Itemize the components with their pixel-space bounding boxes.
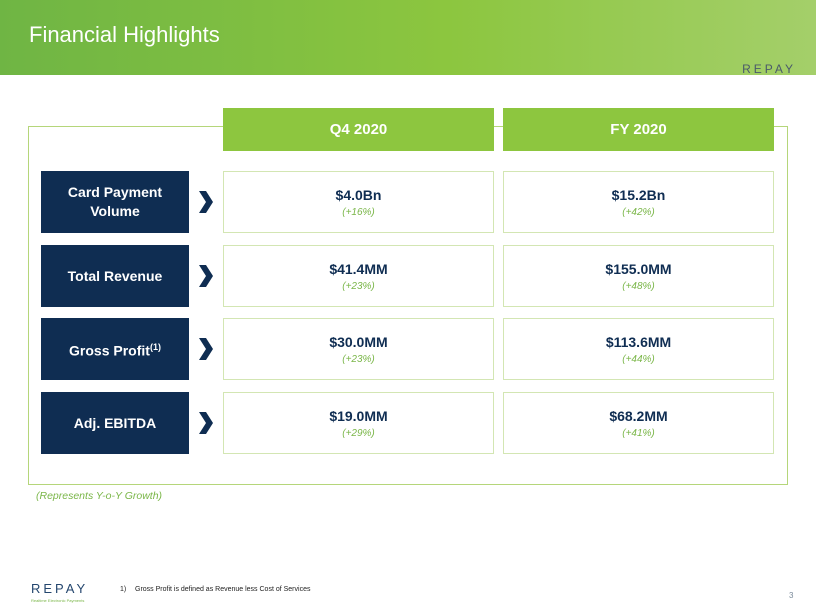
value: $15.2Bn (611, 186, 666, 203)
chevron (199, 412, 213, 434)
growth: (+41%) (622, 427, 655, 439)
value-cell: $4.0Bn (+16%) (223, 171, 494, 233)
column-header: FY 2020 (503, 108, 774, 151)
row-label-text: Total Revenue (68, 267, 163, 286)
growth: (+23%) (342, 280, 375, 292)
page-number: 3 (789, 591, 794, 600)
note: (Represents Y-o-Y Growth) (36, 490, 163, 502)
chevron (199, 265, 213, 287)
footnote-mark: (1) (149, 341, 161, 352)
label-text: Gross Profit (69, 342, 150, 359)
value-cell: $30.0MM (+23%) (223, 318, 494, 380)
footer-logo: REPAY (31, 581, 89, 596)
column-header: Q4 2020 (223, 108, 494, 151)
row-label: Card Payment Volume (41, 171, 189, 233)
label-text: Total Revenue (67, 267, 163, 284)
row-label-text: Adj. EBITDA (74, 414, 156, 433)
row-label: Adj. EBITDA (41, 392, 189, 454)
row-label: Total Revenue (41, 245, 189, 307)
value: $68.2MM (609, 407, 668, 424)
value: $30.0MM (329, 333, 388, 350)
value-cell: $68.2MM (+41%) (503, 392, 774, 454)
label-text: Card Payment Volume (67, 184, 163, 219)
row-label-text: Gross Profit(1) (69, 338, 161, 361)
value: $113.6MM (605, 333, 672, 350)
row-label: Gross Profit(1) (41, 318, 189, 380)
growth: (+16%) (342, 206, 375, 218)
value-cell: $155.0MM (+48%) (503, 245, 774, 307)
value: $41.4MM (329, 260, 388, 277)
footnote-number: 1) (120, 586, 127, 593)
chevron (199, 338, 213, 360)
header-band (0, 0, 816, 75)
growth: (+48%) (622, 280, 655, 292)
title: Financial Highlights (29, 22, 220, 47)
growth: (+42%) (622, 206, 655, 218)
label-text: Adj. EBITDA (73, 414, 157, 431)
growth: (+29%) (342, 427, 375, 439)
value: $19.0MM (329, 407, 388, 424)
footer-tagline: Realtime Electronic Payments (31, 598, 85, 603)
value: $155.0MM (605, 260, 672, 277)
value-cell: $113.6MM (+44%) (503, 318, 774, 380)
logo: REPAY (742, 62, 796, 76)
value-cell: $15.2Bn (+42%) (503, 171, 774, 233)
row-label-text: Card Payment Volume (59, 183, 171, 221)
footnote: Gross Profit is defined as Revenue less … (135, 586, 311, 593)
value-cell: $19.0MM (+29%) (223, 392, 494, 454)
value: $4.0Bn (335, 186, 382, 203)
growth: (+23%) (342, 353, 375, 365)
chevron (199, 191, 213, 213)
growth: (+44%) (622, 353, 655, 365)
value-cell: $41.4MM (+23%) (223, 245, 494, 307)
